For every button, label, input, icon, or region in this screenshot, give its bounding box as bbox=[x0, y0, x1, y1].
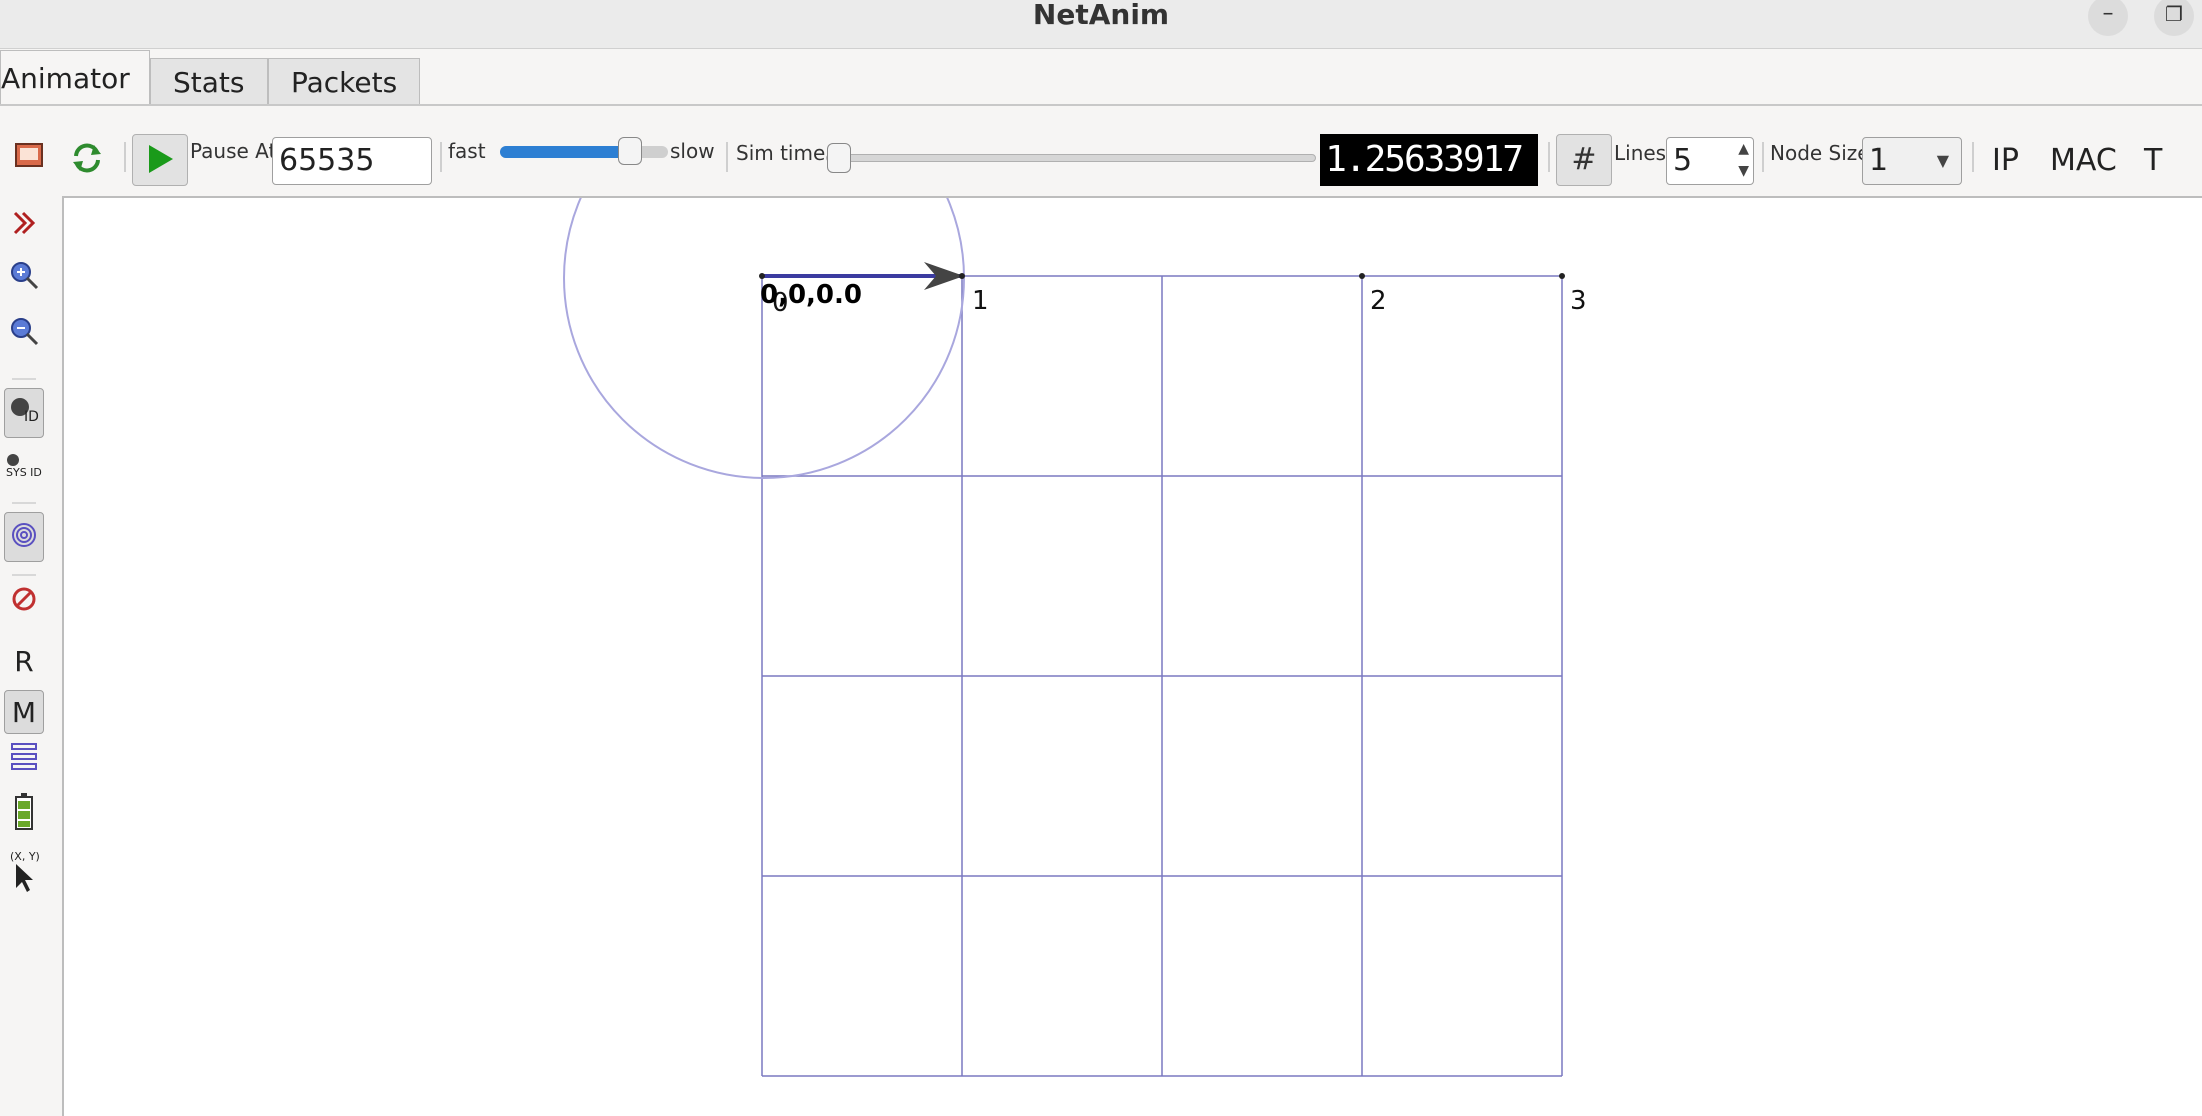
node-size-label: Node Size bbox=[1770, 141, 1870, 165]
wireless-circles-button[interactable] bbox=[4, 512, 44, 562]
restore-button[interactable]: ❐ bbox=[2154, 0, 2194, 36]
system-id-text: SYS ID bbox=[6, 466, 42, 479]
window-title: NetAnim bbox=[1032, 0, 1170, 31]
node-id-text: ID bbox=[24, 409, 39, 425]
play-icon bbox=[149, 145, 173, 173]
mouse-coordinate-button[interactable]: (X, Y) bbox=[4, 846, 44, 900]
toolbar-separator bbox=[726, 142, 728, 172]
minimize-button[interactable]: – bbox=[2088, 0, 2128, 36]
toolbar-separator bbox=[12, 502, 36, 504]
animation-canvas[interactable]: 0 1 2 3 0,0,0.0 bbox=[62, 196, 2202, 1116]
tab-animator-label: Animator bbox=[1, 62, 130, 95]
title-bar: NetAnim – ❐ bbox=[0, 0, 2202, 49]
node-1-dot[interactable] bbox=[959, 273, 965, 279]
show-system-id-button[interactable]: SYS ID bbox=[4, 450, 44, 494]
slow-label: slow bbox=[670, 139, 715, 163]
play-button[interactable] bbox=[132, 134, 188, 186]
double-chevron-right-icon bbox=[13, 211, 36, 235]
left-toolbar: ID SYS ID R M bbox=[0, 196, 62, 1116]
pause-at-value: 65535 bbox=[279, 143, 375, 178]
grid-toggle-button[interactable]: # bbox=[1556, 134, 1612, 186]
zoom-in-button[interactable] bbox=[4, 258, 44, 302]
reload-icon bbox=[73, 143, 101, 173]
main-toolbar: Pause At 65535 fast slow Sim time 1.2563… bbox=[0, 106, 2202, 196]
node-0-label[interactable]: 0 bbox=[772, 288, 789, 318]
topology-scene bbox=[563, 198, 1565, 1077]
node-1-label[interactable]: 1 bbox=[972, 286, 989, 316]
ip-toggle-button[interactable]: IP bbox=[1992, 143, 2019, 178]
node-size-select[interactable]: 1 ▼ bbox=[1862, 137, 1962, 185]
system-id-icon: SYS ID bbox=[6, 454, 42, 479]
coordinate-readout: 0,0,0.0 bbox=[760, 280, 862, 310]
tab-animator[interactable]: Animator bbox=[0, 50, 150, 106]
node-2-dot[interactable] bbox=[1359, 273, 1365, 279]
open-file-icon bbox=[15, 143, 43, 167]
reload-button[interactable] bbox=[70, 142, 104, 178]
node-2-label[interactable]: 2 bbox=[1370, 286, 1387, 316]
restore-icon: ❐ bbox=[2165, 2, 2183, 26]
xy-text: (X, Y) bbox=[10, 850, 40, 863]
m-button[interactable]: M bbox=[4, 690, 44, 734]
pause-at-label: Pause At bbox=[190, 139, 277, 163]
prohibited-icon bbox=[12, 587, 36, 611]
node-3-dot[interactable] bbox=[1559, 273, 1565, 279]
chevron-down-icon: ▼ bbox=[1936, 151, 1949, 170]
tab-divider bbox=[0, 104, 2202, 106]
toolbar-separator bbox=[440, 142, 442, 172]
tab-packets[interactable]: Packets bbox=[268, 58, 420, 106]
tab-bar: Animator Stats Packets bbox=[0, 50, 2202, 106]
r-button[interactable]: R bbox=[14, 645, 34, 678]
speed-slider-handle[interactable] bbox=[618, 137, 643, 165]
sim-time-display: 1.25633917 bbox=[1320, 134, 1538, 186]
t-toggle-button[interactable]: T bbox=[2144, 143, 2163, 178]
toolbar-separator bbox=[1548, 142, 1550, 172]
tab-stats-label: Stats bbox=[173, 66, 245, 99]
cursor-xy-icon: (X, Y) bbox=[10, 850, 40, 892]
wireless-range-circle bbox=[563, 198, 965, 479]
collapse-toolbar-button[interactable] bbox=[4, 208, 44, 252]
sim-time-label: Sim time bbox=[736, 141, 826, 165]
lines-value: 5 bbox=[1673, 143, 1693, 178]
list-icon bbox=[11, 743, 37, 770]
open-file-button[interactable] bbox=[14, 140, 46, 174]
packet-list-button[interactable] bbox=[4, 740, 44, 784]
mac-toggle-button[interactable]: MAC bbox=[2050, 143, 2117, 178]
grid bbox=[761, 275, 1563, 1077]
node-3-label[interactable]: 3 bbox=[1570, 286, 1587, 316]
pause-at-input[interactable]: 65535 bbox=[272, 137, 432, 185]
zoom-in-icon bbox=[11, 262, 39, 290]
tab-stats[interactable]: Stats bbox=[150, 58, 268, 106]
spiral-icon bbox=[12, 523, 36, 547]
sim-time-slider[interactable] bbox=[826, 143, 1316, 173]
toolbar-separator bbox=[1972, 142, 1974, 172]
toolbar-separator bbox=[1762, 142, 1764, 172]
lines-spinbox[interactable]: 5 ▲ ▼ bbox=[1666, 137, 1754, 185]
packet-arrow-head bbox=[924, 262, 964, 290]
show-node-id-button[interactable]: ID bbox=[4, 388, 44, 438]
spin-up-icon[interactable]: ▲ bbox=[1738, 141, 1749, 157]
speed-slider[interactable] bbox=[500, 137, 668, 165]
battery-button[interactable] bbox=[4, 792, 44, 836]
node-0-dot[interactable] bbox=[759, 273, 765, 279]
toolbar-separator bbox=[12, 378, 36, 380]
fast-label: fast bbox=[448, 139, 486, 163]
spin-down-icon[interactable]: ▼ bbox=[1738, 163, 1749, 179]
zoom-out-button[interactable] bbox=[4, 314, 44, 358]
grid-icon: # bbox=[1571, 142, 1597, 177]
toolbar-separator bbox=[124, 142, 126, 172]
zoom-out-icon bbox=[11, 318, 39, 346]
tab-packets-label: Packets bbox=[291, 66, 398, 99]
node-size-value: 1 bbox=[1869, 143, 1889, 178]
node-id-icon: ID bbox=[11, 398, 39, 425]
speed-slider-fill bbox=[500, 146, 631, 158]
toolbar-separator bbox=[12, 574, 36, 576]
minimize-icon: – bbox=[2102, 1, 2114, 26]
sim-time-slider-handle[interactable] bbox=[827, 143, 851, 173]
battery-icon bbox=[15, 793, 33, 830]
stop-button[interactable] bbox=[4, 584, 44, 628]
lines-label: Lines bbox=[1614, 141, 1667, 165]
